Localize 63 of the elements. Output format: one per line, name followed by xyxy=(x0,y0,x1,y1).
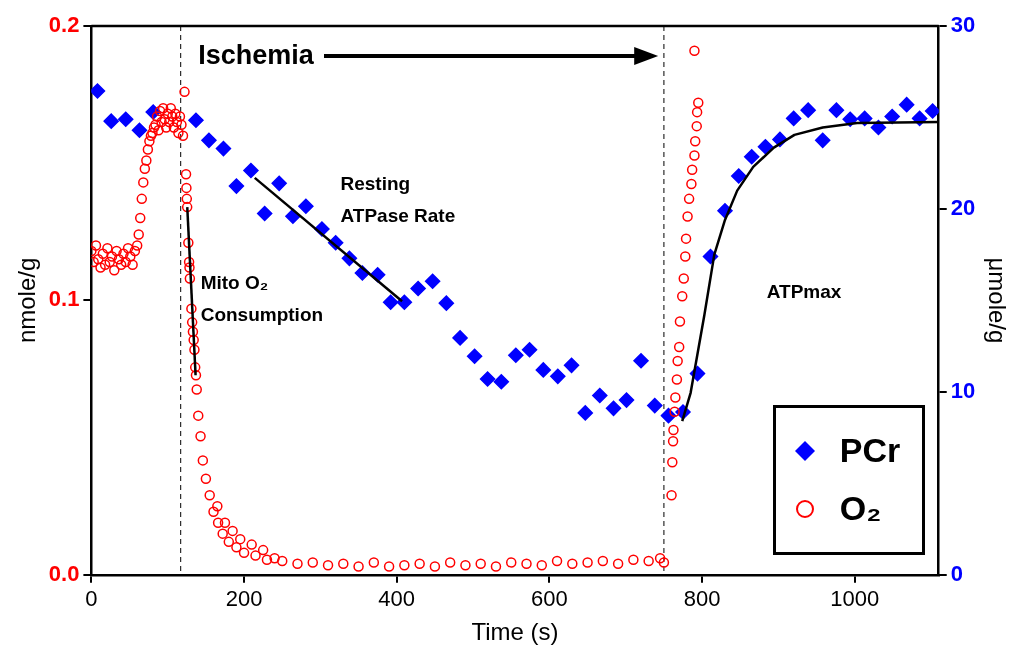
point xyxy=(800,102,816,118)
y-tick-label: 0.2 xyxy=(48,12,80,38)
point xyxy=(131,122,148,139)
point xyxy=(647,397,663,414)
point xyxy=(757,138,774,155)
point xyxy=(103,113,119,129)
point xyxy=(215,140,232,157)
point xyxy=(271,175,287,192)
point xyxy=(924,103,939,119)
annotation: Ischemia xyxy=(198,39,315,70)
y2-tick-label: 10 xyxy=(950,377,976,403)
x-tick-label: 1000 xyxy=(830,586,880,612)
point xyxy=(452,330,468,346)
x-tick-label: 400 xyxy=(378,586,416,612)
point xyxy=(856,110,873,127)
point xyxy=(563,357,580,374)
point xyxy=(466,348,483,364)
y2-tick-label: 30 xyxy=(950,12,976,38)
point xyxy=(256,205,273,222)
point xyxy=(228,178,245,194)
x-tick-label: 800 xyxy=(683,586,721,612)
point xyxy=(743,149,760,165)
y2-axis-title: μmole/g xyxy=(983,257,1011,344)
point xyxy=(814,132,831,149)
point xyxy=(479,371,496,387)
point xyxy=(382,294,399,310)
y-tick-label: 0.0 xyxy=(48,560,80,586)
point xyxy=(785,110,802,127)
y2-tick-label: 0 xyxy=(950,560,963,586)
x-axis-title: Time (s) xyxy=(471,618,559,646)
point xyxy=(730,168,747,184)
point xyxy=(592,387,608,404)
y2-tick-label: 20 xyxy=(950,195,976,220)
annotation: Resting ATPase Rate xyxy=(340,173,456,227)
annotation: Mito O₂ Consumption xyxy=(200,272,324,326)
y-tick-label: 0.1 xyxy=(48,286,80,312)
point xyxy=(898,96,915,113)
x-tick-label: 0 xyxy=(85,586,98,612)
point xyxy=(410,280,426,297)
point xyxy=(424,273,441,289)
x-tick-label: 200 xyxy=(225,586,263,612)
point xyxy=(243,162,259,179)
point xyxy=(298,198,314,214)
point xyxy=(605,400,622,417)
point xyxy=(577,405,594,421)
legend-label: O₂ xyxy=(839,489,882,529)
legend-label: PCr xyxy=(839,431,901,471)
point xyxy=(828,102,845,118)
point xyxy=(633,353,649,369)
point xyxy=(91,83,106,99)
x-tick-label: 600 xyxy=(531,586,568,612)
point xyxy=(201,132,217,149)
point xyxy=(618,392,635,408)
point xyxy=(493,374,510,390)
annotation: ATPmax xyxy=(766,281,842,303)
point xyxy=(508,347,524,364)
point xyxy=(188,112,204,128)
point xyxy=(521,342,538,358)
y-axis-title: nmole/g xyxy=(13,257,41,344)
point xyxy=(117,111,134,128)
point xyxy=(550,368,566,385)
point xyxy=(535,362,552,378)
point xyxy=(438,295,455,311)
